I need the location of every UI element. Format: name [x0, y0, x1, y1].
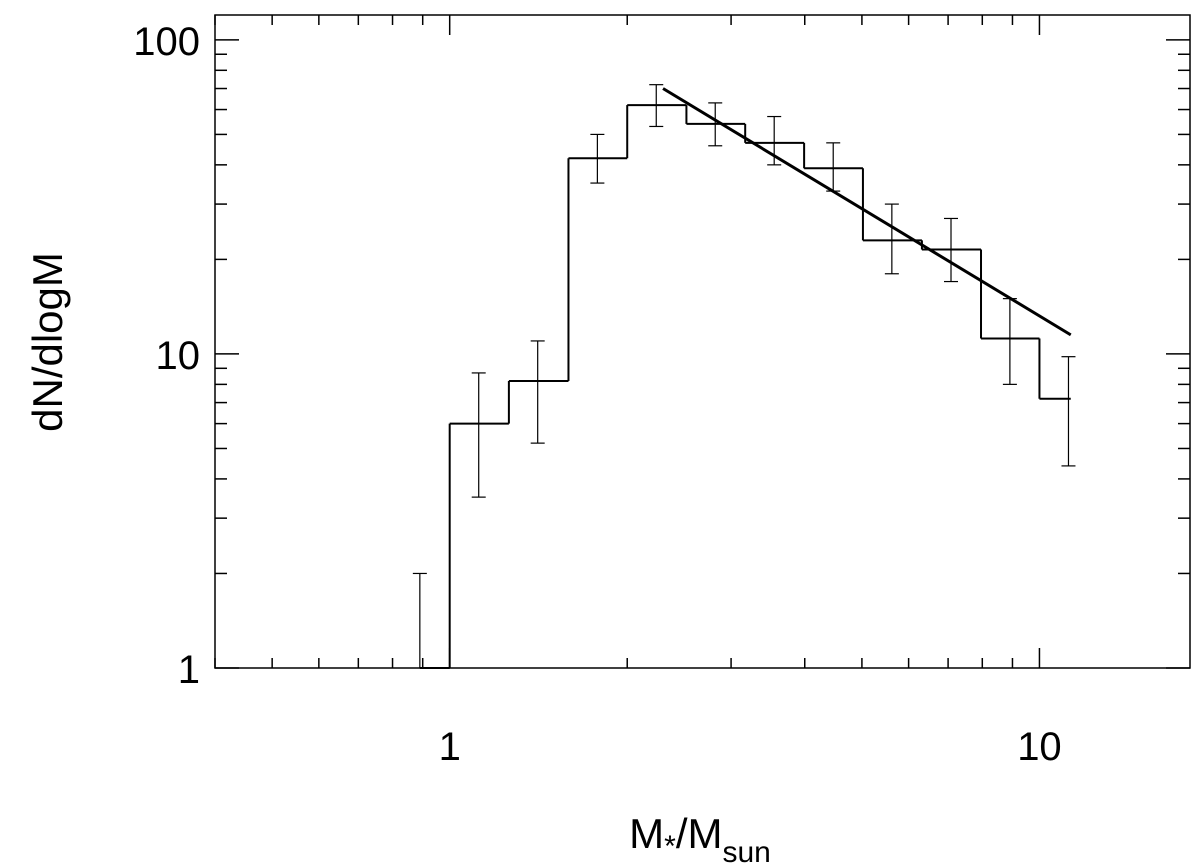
y-axis-title: dN/dlogM [24, 252, 71, 432]
x-tick-label: 1 [439, 725, 461, 769]
tick-labels: 1 10 1 10 100 [133, 20, 1061, 769]
y-tick-label: 100 [133, 20, 200, 64]
x-axis-title-sub1: * [664, 830, 676, 863]
y-tick-label: 10 [156, 334, 201, 378]
fit-line [662, 87, 1072, 337]
x-axis-title-sep: /M [676, 810, 723, 857]
x-axis-title: M*/Msun [629, 810, 771, 868]
plot-frame [214, 14, 1191, 669]
y-tick-label: 1 [178, 648, 200, 692]
x-tick-label: 10 [1017, 725, 1062, 769]
chart-marks [412, 84, 1076, 669]
x-axis-title-main: M [629, 810, 664, 857]
x-axis-title-sub2: sun [722, 836, 770, 868]
